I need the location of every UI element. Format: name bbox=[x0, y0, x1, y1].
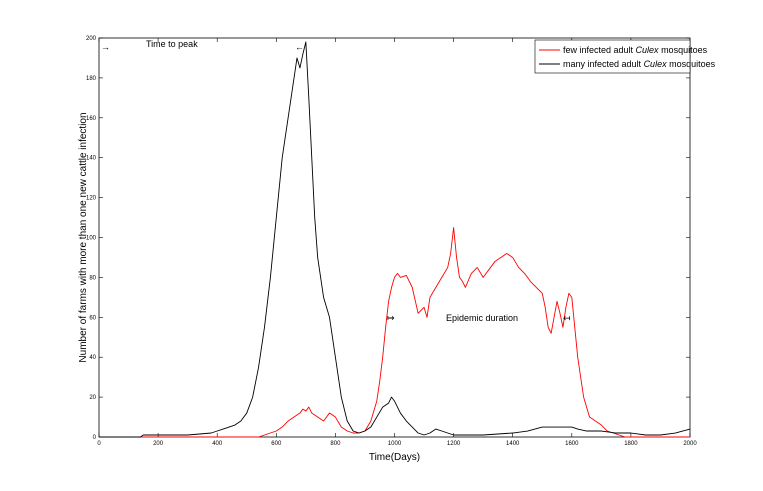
x-tick-label: 200 bbox=[153, 441, 164, 447]
time-to-peak-arrow-start: → bbox=[101, 42, 110, 52]
y-axis-label: Number of farms with more than one new c… bbox=[78, 112, 89, 362]
y-tick-label: 80 bbox=[89, 275, 96, 281]
epidemic-duration-label: Epidemic duration bbox=[446, 313, 518, 323]
x-axis-label: Time(Days) bbox=[369, 452, 420, 463]
time-to-peak-arrow-end: ← bbox=[295, 42, 304, 52]
y-tick-label: 160 bbox=[86, 116, 97, 122]
y-tick-label: 180 bbox=[86, 76, 97, 82]
axis-ticks: 0 200 400 600 800 1000 1200 1400 1600 1800 2000 0 20… bbox=[86, 36, 697, 447]
series-line-many-infected bbox=[99, 41, 691, 438]
x-tick-label: 1800 bbox=[624, 441, 638, 447]
x-tick-label: 1400 bbox=[506, 441, 520, 447]
time-to-peak-label: Time to peak bbox=[146, 39, 198, 49]
y-tick-label: 140 bbox=[86, 156, 97, 162]
y-tick-label: 200 bbox=[86, 36, 97, 42]
x-tick-label: 600 bbox=[271, 441, 282, 447]
legend-entry-many: many infected adult Culex mosquitoes bbox=[563, 59, 716, 69]
x-tick-label: 1000 bbox=[388, 441, 402, 447]
legend-box bbox=[534, 39, 691, 74]
y-tick-label: 20 bbox=[89, 395, 96, 401]
epidemic-duration-arrow-start: ↦ bbox=[387, 313, 395, 323]
x-tick-label: 1600 bbox=[565, 441, 579, 447]
x-tick-label: 1200 bbox=[447, 441, 461, 447]
x-tick-label: 0 bbox=[97, 441, 101, 447]
plot-frame bbox=[98, 37, 691, 438]
y-tick-label: 60 bbox=[89, 315, 96, 321]
legend: few infected adult Culex mosquitoes many… bbox=[534, 39, 716, 74]
y-tick-label: 40 bbox=[89, 355, 96, 361]
epidemic-duration-arrow-end: ↤ bbox=[563, 313, 571, 323]
x-tick-label: 2000 bbox=[683, 441, 697, 447]
y-tick-label: 0 bbox=[93, 435, 97, 441]
legend-entry-few: few infected adult Culex mosquitoes bbox=[563, 45, 708, 55]
series-layer bbox=[99, 41, 691, 438]
x-tick-label: 800 bbox=[330, 441, 341, 447]
x-tick-label: 400 bbox=[212, 441, 223, 447]
y-tick-label: 120 bbox=[86, 196, 97, 202]
series-line-few-infected bbox=[99, 227, 690, 438]
y-tick-label: 100 bbox=[86, 236, 97, 242]
